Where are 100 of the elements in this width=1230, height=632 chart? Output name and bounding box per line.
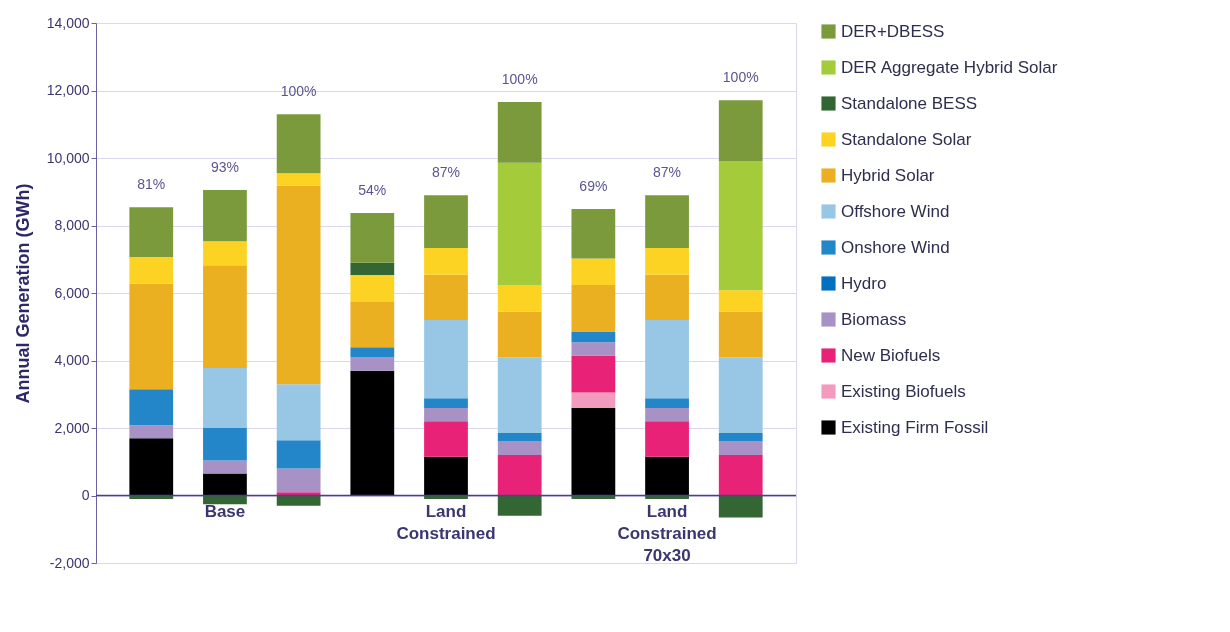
bar: [645, 195, 689, 249]
legend-label: DER Aggregate Hybrid Solar: [841, 57, 1058, 77]
bar: [718, 290, 763, 312]
x-tick-label: Land Constrained 70x30: [617, 502, 717, 565]
annotation: 81%: [137, 176, 166, 193]
y-tick-label: 6,000: [54, 284, 90, 301]
bar: [718, 357, 763, 434]
bar: [129, 425, 174, 439]
bar: [645, 456, 689, 496]
y-tick-label: 0: [81, 487, 90, 503]
bar: [497, 162, 542, 286]
bar: [424, 195, 468, 249]
legend-label: Onshore Wind: [841, 237, 950, 257]
bar: [129, 438, 174, 496]
bar: [350, 302, 395, 348]
bar: [276, 114, 321, 174]
bar: [645, 421, 689, 457]
bar: [276, 468, 321, 493]
bar: [350, 370, 395, 496]
legend-label: DER+DBESS: [841, 21, 945, 41]
y-tick-label: 2,000: [54, 419, 90, 436]
bar: [571, 392, 616, 408]
bar: [718, 433, 763, 442]
bar: [203, 265, 247, 368]
bar: [718, 100, 763, 162]
bar: [718, 311, 763, 358]
annotation: 100%: [722, 69, 759, 86]
bar: [424, 274, 468, 320]
legend-label: Hybrid Solar: [841, 165, 935, 185]
bar: [424, 320, 468, 399]
bar: [718, 455, 763, 496]
bar: [276, 185, 321, 385]
bar: [571, 284, 616, 332]
y-tick-label: 4,000: [54, 352, 90, 368]
bar: [571, 355, 616, 393]
bar: [203, 428, 247, 461]
bar: [350, 347, 395, 358]
bar: [350, 275, 395, 303]
bar: [424, 456, 468, 496]
bar: [497, 433, 542, 442]
bar: [129, 207, 174, 257]
legend-label: Existing Biofuels: [841, 381, 966, 401]
x-tick-label: Base: [204, 502, 246, 521]
bar: [645, 248, 689, 275]
bar: [203, 460, 247, 474]
annotation: 69%: [579, 177, 608, 194]
bar: [497, 455, 542, 496]
bar: [276, 173, 321, 186]
legend-label: Hydro: [841, 273, 887, 293]
bar: [497, 101, 542, 163]
annotation: 100%: [280, 83, 317, 100]
bar: [276, 440, 321, 469]
bar: [276, 495, 321, 506]
bar: [571, 258, 616, 285]
bar: [424, 248, 468, 275]
legend-label: Biomass: [841, 309, 907, 329]
bar: [645, 320, 689, 399]
bar: [571, 331, 616, 343]
bar: [203, 190, 247, 242]
bar: [129, 283, 174, 390]
bar: [497, 495, 542, 516]
bar: [350, 213, 395, 263]
y-axis-title: Annual Generation (GWh): [12, 183, 33, 404]
bar: [571, 342, 616, 356]
legend-label: Offshore Wind: [841, 201, 950, 221]
bar: [350, 357, 395, 371]
bar: [497, 285, 542, 312]
bar: [129, 389, 174, 426]
bar: [718, 441, 763, 455]
bar: [497, 441, 542, 455]
bar: [129, 256, 174, 284]
bar: [424, 398, 468, 409]
bar: [424, 408, 468, 422]
bar: [571, 407, 616, 496]
bar: [718, 495, 763, 518]
annotation: 54%: [358, 182, 387, 199]
annotation: 100%: [501, 70, 538, 87]
bar: [350, 262, 395, 276]
bar: [276, 384, 321, 441]
y-tick-label: 8,000: [54, 217, 90, 233]
y-tick-label: 14,000: [46, 14, 90, 31]
legend-label: New Biofuels: [841, 345, 941, 365]
bar: [645, 274, 689, 320]
bar: [203, 473, 247, 496]
y-tick-label: 10,000: [46, 149, 90, 166]
y-tick-label: 12,000: [46, 82, 90, 98]
bar: [203, 367, 247, 428]
bar: [571, 208, 616, 259]
bar: [497, 311, 542, 358]
bar: [497, 357, 542, 434]
bar: [645, 398, 689, 409]
bar: [645, 408, 689, 422]
legend-label: Standalone BESS: [841, 93, 978, 113]
annotation: 93%: [210, 159, 239, 176]
x-tick-label: Land Constrained: [396, 502, 496, 543]
y-tick-label: -2,000: [49, 554, 90, 571]
legend-label: Existing Firm Fossil: [841, 417, 989, 437]
legend-label: Standalone Solar: [841, 129, 972, 149]
bar: [203, 241, 247, 266]
bar: [718, 161, 763, 291]
